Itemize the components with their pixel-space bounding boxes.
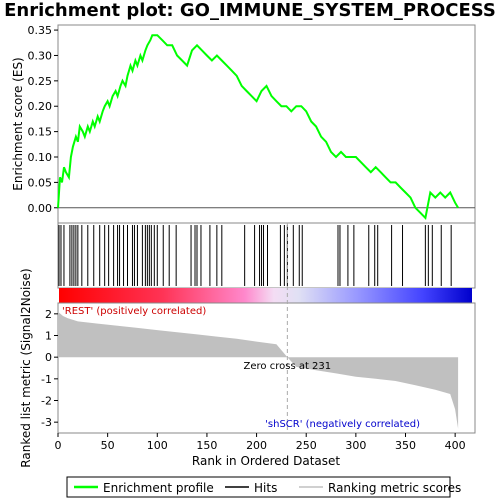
x-tick-label: 250: [296, 439, 317, 452]
colorbar-gradient: [59, 288, 472, 303]
x-tick-label: 200: [246, 439, 267, 452]
es-y-axis-label: Enrichment score (ES): [11, 57, 25, 190]
metric-y-tick-label: -1: [41, 373, 52, 386]
es-y-tick-label: 0.10: [28, 151, 53, 164]
rank-colorbar: [59, 288, 472, 303]
negative-label: 'shSCR' (negatively correlated): [265, 419, 420, 430]
legend: Enrichment profile Hits Ranking metric s…: [67, 477, 461, 497]
x-tick-label: 50: [101, 439, 115, 452]
es-y-tick-label: 0.15: [28, 126, 53, 139]
es-y-tick-label: 0.30: [28, 49, 53, 62]
legend-hits-label: Hits: [254, 481, 277, 495]
es-y-tick-label: 0.35: [28, 24, 53, 37]
legend-metric-label: Ranking metric scores: [328, 481, 461, 495]
es-y-tick-label: 0.00: [28, 202, 53, 215]
positive-label: 'REST' (positively correlated): [62, 306, 206, 317]
x-tick-label: 300: [345, 439, 366, 452]
x-tick-label: 350: [395, 439, 416, 452]
es-y-tick-label: 0.05: [28, 176, 53, 189]
es-plot-frame: [58, 25, 475, 223]
x-axis-label: Rank in Ordered Dataset: [192, 454, 340, 468]
hits-panel: [58, 223, 475, 288]
metric-y-tick-label: 0: [45, 351, 52, 364]
metric-y-ticks: -3 -2 -1 0 1 2: [41, 308, 58, 429]
x-axis: 0 50 100 150 200 250 300 350 400: [55, 433, 466, 452]
metric-y-tick-label: -3: [41, 416, 52, 429]
metric-y-tick-label: 2: [45, 308, 52, 321]
x-tick-label: 0: [55, 439, 62, 452]
x-tick-label: 150: [196, 439, 217, 452]
metric-y-tick-label: 1: [45, 330, 52, 343]
metric-y-axis-label: Ranked list metric (Signal2Noise): [19, 268, 33, 467]
x-tick-label: 400: [445, 439, 466, 452]
es-panel: 0.00 0.05 0.10 0.15 0.20 0.25 0.30 0.35 Enrichm…: [11, 24, 475, 223]
legend-enrichment-label: Enrichment profile: [103, 481, 214, 495]
metric-y-tick-label: -2: [41, 395, 52, 408]
hits-plot-frame: [58, 223, 475, 288]
zero-cross-label: Zero cross at 231: [244, 361, 332, 372]
x-tick-label: 100: [147, 439, 168, 452]
es-y-tick-label: 0.25: [28, 75, 53, 88]
es-y-tick-label: 0.20: [28, 100, 53, 113]
es-y-ticks: 0.00 0.05 0.10 0.15 0.20 0.25 0.30 0.35: [28, 24, 59, 215]
